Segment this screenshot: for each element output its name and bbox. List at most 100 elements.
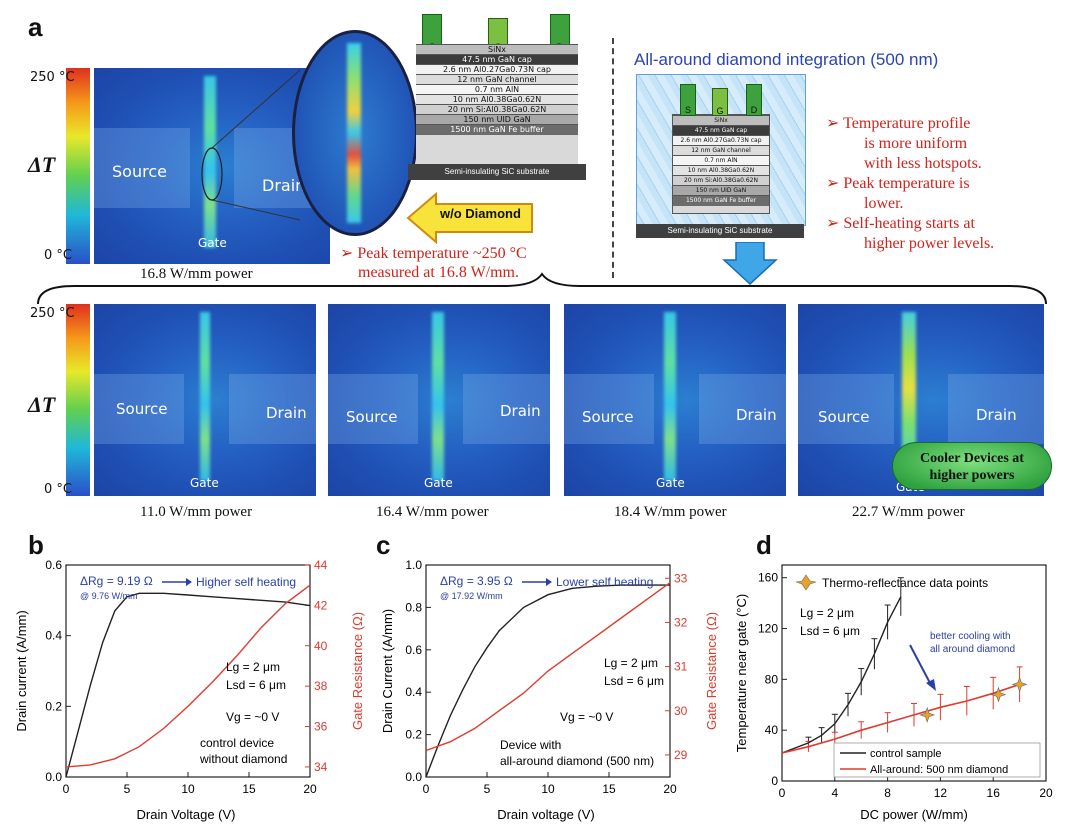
y2-tick-label: 30 [674,704,688,718]
row-caption-16: 16.4 W/mm power [376,504,489,520]
legend-label: All-around: 500 nm diamond [870,764,1008,776]
x-axis-label: Drain Voltage (V) [137,807,236,822]
param-lg: Lg = 2 μm [226,660,280,674]
main-power-caption: 16.8 W/mm power [140,266,253,282]
x-tick-label: 10 [181,782,195,796]
stack-layer: 20 nm Si:Al0.38Ga0.62N [673,175,769,186]
annotation-delta-r: ΔRg = 3.95 Ω [440,574,513,588]
diamond-source-contact: S [680,84,696,116]
bullet-icon: ➢ [826,215,844,232]
stack-layer: 0.7 nm AlN [416,84,578,95]
arrow-text: Lower self heating [556,575,653,589]
bullet-line: with less hotspots. [864,155,982,172]
x-tick-label: 16 [987,786,1001,800]
diamond-stack-body: SiNx 47.5 nm GaN cap 2.6 nm Al0.27Ga0.73… [672,114,770,214]
y-axis-left: 0.0 0.2 0.4 0.6 [45,558,71,784]
bullet-icon: ➢ [340,245,358,262]
chart-d: 0 4 8 12 16 20 0 40 80 120 160 DC power (W/mm) Te… [734,564,1053,822]
no-diamond-arrow-label: w/o Diamond [440,206,521,221]
colorbar-gradient [66,68,90,264]
x-axis: 0 5 10 15 20 [423,772,677,796]
stack-layer: 20 nm Si:Al0.38Ga0.62N [416,104,578,115]
bullet-item: ➢ Peak temperature is lower. [826,174,994,214]
y-axis-left: 0.0 0.2 0.4 0.6 0.8 1.0 [405,558,431,784]
stack-layer: 0.7 nm AlN [673,155,769,166]
param-lsd: Lsd = 6 μm [604,674,664,688]
row-caption-18: 18.4 W/mm power [614,504,727,520]
drain-label: Drain [500,402,541,420]
arrow-head-icon [186,578,192,586]
drain-pad [463,374,550,444]
source-label: Source [818,408,870,426]
x-tick-label: 15 [602,782,616,796]
y-axis-label-right: Gate Resistance (Ω) [350,612,365,730]
x-tick-label: 0 [63,782,70,796]
legend: control sample All-around: 500 nm diamon… [833,742,1041,778]
bullet-item: ➢ Temperature profile is more uniform wi… [826,114,994,174]
colorbar-gradient [66,304,90,496]
x-tick-label: 20 [1039,786,1053,800]
legend-box [833,742,1041,778]
param-vg: Vg = ~0 V [560,710,613,724]
bullet-line: Peak temperature is [843,175,970,192]
stack-layer: 47.5 nm GaN cap [673,125,769,136]
device-note: Device with [500,738,561,752]
no-diamond-arrow [406,192,533,244]
thermal-map-11: Source Drain Gate [94,304,316,496]
gate-label: Gate [656,476,685,490]
y-tick-label: 0.2 [45,699,62,713]
param-lsd: Lsd = 6 μm [226,678,286,692]
substrate-layer: Semi-insulating SiC substrate [408,164,586,180]
diamond-title: All-around diamond integration (500 nm) [634,50,939,69]
y-tick-label: 80 [765,672,779,686]
bullet-line: lower. [864,195,904,212]
y-tick-label: 120 [758,622,778,636]
thermo-reflectance-point [919,706,936,723]
y2-tick-label: 38 [314,679,328,693]
device-note: control device [200,736,274,750]
annotation-cooling: all around diamond [930,644,1015,655]
thermal-map-18: Source Drain Gate [564,304,786,496]
y2-tick-label: 42 [314,598,328,612]
peak-note: ➢ Peak temperature ~250 °C measured at 1… [340,244,527,282]
colorbar-top-label: 250 °C [30,306,75,321]
y-tick-label: 40 [765,723,779,737]
stack-layer: 2.6 nm Al0.27Ga0.73N cap [416,64,578,75]
diamond-gate-contact: G [712,88,728,116]
thermo-reflectance-point [1011,676,1028,693]
dashed-divider [612,38,614,278]
chart-c: 0 5 10 15 20 0.0 0.2 0.4 0.6 0.8 1.0 29 30 31 32 33 D… [380,558,719,822]
cooler-devices-badge: Cooler Devices at higher powers [892,442,1052,490]
y-tick-label: 0.0 [45,770,62,784]
y-tick-label: 0.8 [405,600,422,614]
badge-line: higher powers [929,468,1015,483]
gate-label: Gate [198,236,227,250]
peak-note-line: Peak temperature ~250 °C [357,245,527,262]
y-axis-label-right: Gate Resistance (Ω) [704,612,719,730]
y-tick-label: 0.6 [405,643,422,657]
drain-label: Drain [976,406,1017,424]
zoom-connector [201,69,301,221]
stack-body: SiNx 47.5 nm GaN cap 2.6 nm Al0.27Ga0.73… [416,44,578,164]
param-lg: Lg = 2 μm [800,606,854,620]
y2-tick-label: 34 [314,760,328,774]
series-line-diamond [781,683,1020,754]
annotation-delta-r: ΔRg = 9.19 Ω [80,574,153,588]
stack-layer: 10 nm Al0.38Ga0.62N [673,165,769,176]
series-line-current [65,592,311,778]
y2-tick-label: 32 [674,615,688,629]
gate-channel [664,311,676,481]
layer-stack-diamond: SiNx 47.5 nm GaN cap 2.6 nm Al0.27Ga0.73… [636,74,806,240]
y-axis-left: 0 40 80 120 160 [758,571,787,788]
drain-label: Drain [262,176,306,195]
diamond-bullets: ➢ Temperature profile is more uniform wi… [826,114,994,254]
stack-layer: 150 nm UID GaN [673,185,769,196]
stack-layer: 1500 nm GaN Fe buffer [416,124,578,135]
y-axis-label: Drain Current (A/mm) [380,609,395,733]
source-label: Source [582,408,634,426]
source-pad [564,374,654,444]
star-marker-icon [795,574,817,591]
arrow-text: Higher self heating [196,575,296,589]
arrow-icon [909,644,931,684]
drain-pad [699,374,786,444]
